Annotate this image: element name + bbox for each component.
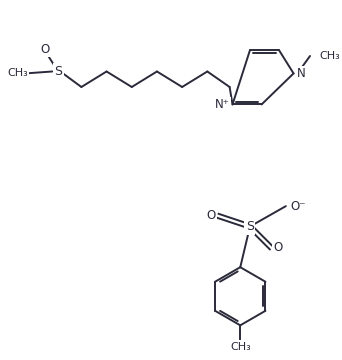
Text: O: O <box>207 210 216 222</box>
Text: N⁺: N⁺ <box>215 98 229 111</box>
Text: S: S <box>54 65 62 78</box>
Text: CH₃: CH₃ <box>230 342 251 352</box>
Text: S: S <box>246 220 254 233</box>
Text: O: O <box>40 43 49 56</box>
Text: CH₃: CH₃ <box>7 68 28 78</box>
Text: O: O <box>273 241 282 254</box>
Text: CH₃: CH₃ <box>320 51 341 61</box>
Text: N: N <box>297 67 305 80</box>
Text: O⁻: O⁻ <box>291 200 306 213</box>
